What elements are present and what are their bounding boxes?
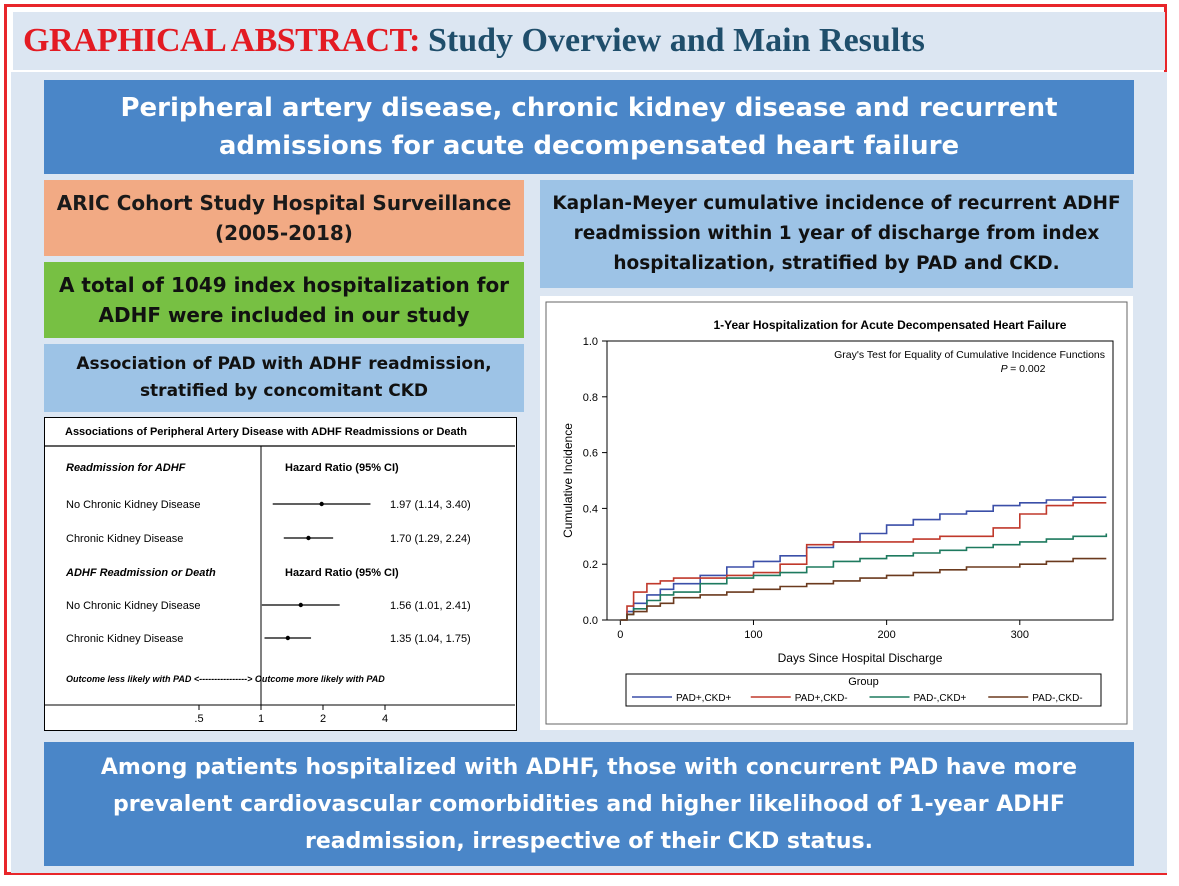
km-y-tick-label: 0.8: [583, 392, 598, 404]
km-outer-border: [545, 301, 1128, 725]
forest-hr-point: [306, 535, 311, 541]
km-heading-box: Kaplan-Meyer cumulative incidence of rec…: [540, 180, 1133, 288]
km-x-tick-label: 0: [617, 629, 623, 641]
km-p-label: P: [1001, 363, 1011, 375]
forest-x-tick-label: 4: [382, 713, 388, 725]
km-annotation: Gray's Test for Equality of Cumulative I…: [834, 349, 1105, 361]
km-legend-label: PAD+,CKD-: [795, 693, 848, 704]
km-legend-title: Group: [848, 676, 879, 688]
km-x-tick-label: 300: [1011, 629, 1029, 641]
km-series-line: [620, 557, 1107, 621]
km-legend-label: PAD-,CKD-: [1032, 693, 1082, 704]
forest-column-header: Hazard Ratio (95% CI): [285, 567, 399, 579]
forest-hr-point: [298, 602, 303, 608]
forest-hr-text: 1.70 (1.29, 2.24): [390, 533, 471, 545]
forest-x-tick-label: 2: [320, 713, 326, 725]
km-p-value: = 0.002: [1010, 363, 1045, 375]
km-series-line: [620, 496, 1107, 621]
forest-hr-text: 1.35 (1.04, 1.75): [390, 633, 471, 645]
forest-x-tick-label: 1: [258, 713, 264, 725]
km-legend-box: [625, 673, 1102, 707]
forest-title: Associations of Peripheral Artery Diseas…: [65, 426, 467, 438]
km-legend-label: PAD+,CKD+: [676, 693, 732, 704]
forest-x-tick-label: .5: [194, 713, 203, 725]
km-series-line: [620, 533, 1108, 621]
forest-hr-point: [285, 635, 291, 641]
forest-direction-label: Outcome less likely with PAD <----------…: [66, 674, 385, 684]
forest-plot-panel: Associations of Peripheral Artery Diseas…: [44, 417, 517, 731]
forest-section-heading: ADHF Readmission or Death: [65, 567, 216, 579]
km-chart: 1-Year Hospitalization for Acute Decompe…: [545, 301, 1128, 725]
km-x-tick-label: 100: [744, 629, 762, 641]
total-box: A total of 1049 index hospitalization fo…: [44, 262, 524, 338]
km-series-line: [620, 502, 1107, 621]
forest-section-heading: Readmission for ADHF: [66, 462, 186, 474]
title-main: Study Overview and Main Results: [428, 22, 925, 59]
headline-box: Peripheral artery disease, chronic kidne…: [44, 80, 1134, 174]
km-x-tick-label: 200: [877, 629, 895, 641]
forest-plot: Associations of Peripheral Artery Diseas…: [45, 426, 515, 725]
km-y-axis-label: Cumulative Incidence: [561, 423, 575, 538]
forest-row-label: No Chronic Kidney Disease: [66, 600, 201, 612]
association-box: Association of PAD with ADHF readmission…: [44, 344, 524, 412]
title-bar: GRAPHICAL ABSTRACT: Study Overview and M…: [13, 12, 1165, 70]
km-y-tick-label: 0.2: [583, 559, 598, 571]
km-y-tick-label: 0.0: [583, 615, 598, 627]
forest-hr-text: 1.97 (1.14, 3.40): [390, 499, 471, 511]
conclusion-box: Among patients hospitalized with ADHF, t…: [44, 742, 1134, 866]
km-plot-area: [606, 340, 1114, 621]
km-chart-panel: 1-Year Hospitalization for Acute Decompe…: [540, 296, 1133, 730]
forest-column-header: Hazard Ratio (95% CI): [285, 462, 399, 474]
km-legend-label: PAD-,CKD+: [914, 693, 967, 704]
km-y-tick-label: 1.0: [583, 336, 598, 348]
title-prefix: GRAPHICAL ABSTRACT:: [23, 22, 421, 59]
forest-row-label: Chronic Kidney Disease: [66, 633, 183, 645]
forest-row-label: Chronic Kidney Disease: [66, 533, 183, 545]
forest-hr-text: 1.56 (1.01, 2.41): [390, 600, 471, 612]
forest-hr-point: [319, 501, 324, 507]
km-y-tick-label: 0.4: [583, 503, 598, 515]
km-title: 1-Year Hospitalization for Acute Decompe…: [714, 318, 1067, 332]
aric-box: ARIC Cohort Study Hospital Surveillance …: [44, 180, 524, 256]
km-y-tick-label: 0.6: [583, 448, 598, 460]
km-x-axis-label: Days Since Hospital Discharge: [778, 651, 943, 665]
forest-row-label: No Chronic Kidney Disease: [66, 499, 201, 511]
km-p-value-text: P = 0.002: [1001, 363, 1046, 375]
